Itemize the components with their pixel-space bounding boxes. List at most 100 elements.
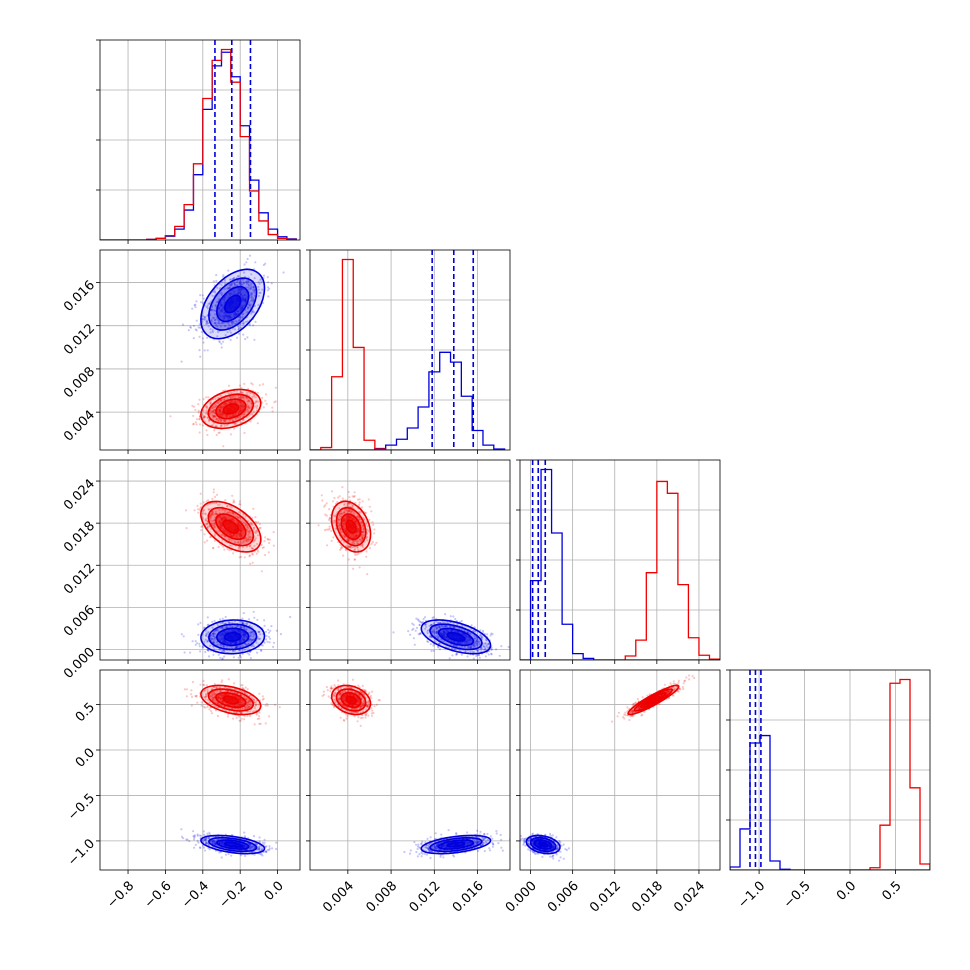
scatter-point: [347, 540, 350, 543]
scatter-point: [349, 510, 352, 513]
scatter-point: [432, 649, 435, 652]
scatter-point: [210, 522, 213, 525]
scatter-point: [249, 538, 252, 541]
scatter-point: [206, 639, 209, 642]
scatter-point: [360, 521, 363, 524]
scatter-point: [213, 525, 216, 528]
scatter-point: [238, 654, 242, 658]
scatter-point: [204, 638, 207, 641]
scatter-point: [365, 555, 368, 558]
scatter-point: [255, 641, 258, 644]
scatter-point: [219, 644, 222, 647]
scatter-point: [252, 299, 255, 302]
scatter-point: [346, 505, 349, 508]
scatter-point: [203, 349, 206, 352]
scatter-point: [215, 425, 218, 428]
scatter-point: [239, 396, 242, 399]
scatter-point: [258, 714, 261, 718]
scatter-point: [476, 649, 479, 653]
scatter-point: [248, 847, 251, 851]
scatter-point: [254, 516, 257, 519]
scatter-point: [241, 278, 244, 281]
scatter-point: [340, 511, 343, 514]
scatter-point: [248, 394, 251, 397]
scatter-point: [222, 445, 225, 448]
scatter-point: [251, 644, 254, 647]
scatter-point: [238, 503, 241, 506]
scatter-point: [195, 423, 198, 426]
scatter-point: [239, 656, 243, 659]
scatter-point: [226, 287, 229, 290]
scatter-point: [267, 295, 270, 298]
scatter-point: [432, 616, 435, 619]
scatter-point: [230, 284, 233, 287]
scatter-point: [460, 653, 463, 656]
scatter-point: [249, 285, 252, 288]
scatter-point: [213, 522, 216, 525]
scatter-point: [225, 645, 228, 648]
scatter-point: [214, 304, 217, 307]
scatter-point: [211, 519, 215, 523]
scatter-point: [235, 515, 238, 518]
scatter-point: [264, 722, 267, 725]
panel-marks: [180, 488, 292, 660]
scatter-point: [279, 633, 282, 636]
scatter-point: [213, 638, 216, 641]
scatter-point: [245, 538, 249, 542]
scatter-point: [215, 433, 218, 437]
scatter-point: [192, 324, 196, 327]
scatter-point: [223, 419, 226, 422]
scatter-point: [278, 706, 281, 709]
scatter-point: [245, 628, 248, 631]
scatter-point: [338, 522, 341, 525]
scatter-point: [347, 544, 350, 548]
scatter-point: [220, 284, 223, 287]
scatter-point: [262, 383, 265, 386]
scatter-point: [221, 281, 224, 284]
scatter-point: [252, 285, 255, 288]
scatter-point: [435, 630, 438, 634]
scatter-point: [233, 682, 236, 685]
scatter-point: [232, 552, 235, 555]
scatter-point: [219, 622, 222, 625]
scatter-point: [475, 644, 479, 647]
scatter-point: [490, 648, 493, 651]
scatter-point: [214, 629, 218, 632]
scatter-point: [190, 689, 193, 692]
contour-red-3: [345, 519, 357, 534]
scatter-point: [210, 840, 213, 843]
scatter-point: [244, 628, 248, 631]
scatter-point: [211, 410, 214, 413]
scatter-point: [249, 535, 252, 538]
scatter-point: [246, 306, 250, 309]
scatter-point: [228, 395, 232, 398]
scatter-point: [213, 429, 216, 432]
scatter-point: [347, 538, 350, 541]
scatter-point: [417, 633, 420, 636]
scatter-point: [250, 273, 253, 276]
scatter-point: [203, 315, 206, 318]
scatter-point: [227, 384, 231, 387]
scatter-point: [241, 313, 244, 316]
scatter-point: [220, 419, 223, 422]
scatter-point: [241, 395, 244, 398]
scatter-point: [220, 321, 223, 324]
scatter-point: [478, 643, 481, 646]
scatter-point: [223, 398, 226, 401]
scatter-point: [251, 309, 254, 312]
scatter-point: [334, 527, 337, 530]
scatter-point: [251, 553, 255, 556]
scatter-point: [202, 397, 205, 401]
scatter-point: [194, 643, 197, 646]
scatter-point: [240, 626, 243, 629]
scatter-point: [420, 621, 424, 625]
scatter-point: [210, 407, 213, 410]
scatter-point: [258, 637, 261, 641]
scatter-point: [213, 683, 216, 686]
scatter-point: [180, 360, 183, 363]
scatter-point: [207, 649, 210, 652]
scatter-point: [249, 657, 252, 660]
scatter-point: [237, 656, 240, 659]
scatter-point: [336, 521, 340, 524]
scatter-point: [341, 512, 344, 515]
